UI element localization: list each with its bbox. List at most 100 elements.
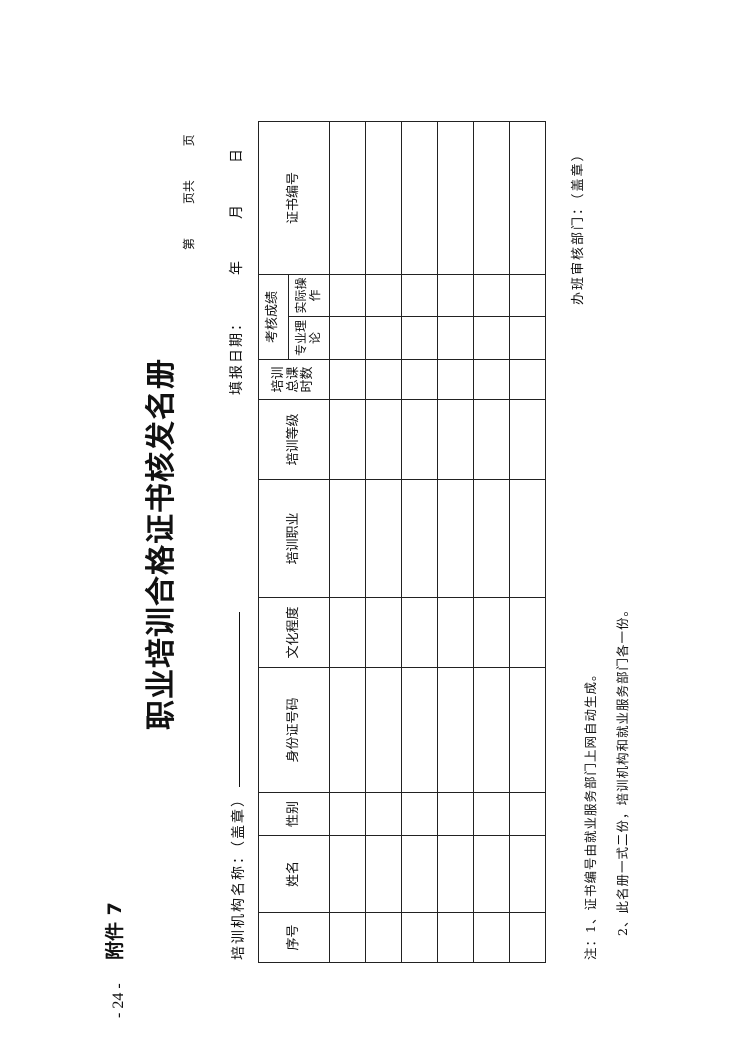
header-practice: 实际操作: [288, 274, 330, 317]
table-cell[interactable]: [365, 359, 402, 400]
table-cell[interactable]: [329, 121, 366, 275]
table-cell[interactable]: [329, 399, 366, 480]
table-cell[interactable]: [329, 274, 366, 317]
page-of: 第 页共 页: [182, 134, 196, 250]
table-cell[interactable]: [329, 597, 366, 668]
table-cell[interactable]: [473, 316, 510, 360]
roster-table: 序号 姓名 性别 身份证号码 文化程度 培训职业 培训等级 培训 总课 时数 考核成…: [258, 121, 546, 963]
table-cell[interactable]: [329, 479, 366, 598]
org-blank-line: [238, 612, 240, 787]
header-id-number: 身份证号码: [258, 667, 330, 793]
header-occupation: 培训职业: [258, 479, 330, 598]
table-cell[interactable]: [329, 835, 366, 913]
table-cell[interactable]: [329, 359, 366, 400]
table-cell[interactable]: [437, 597, 474, 668]
table-cell[interactable]: [365, 792, 402, 836]
table-row: [401, 121, 438, 963]
header-cert-number: 证书编号: [258, 121, 330, 275]
table-cell[interactable]: [365, 399, 402, 480]
table-row: [473, 121, 510, 963]
table-row: [365, 121, 402, 963]
table-cell[interactable]: [509, 597, 546, 668]
table-cell[interactable]: [329, 912, 366, 963]
table-cell[interactable]: [509, 316, 546, 360]
table-cell[interactable]: [437, 274, 474, 317]
header-exam-score: 考核成绩: [258, 274, 289, 360]
table-row: [509, 121, 546, 963]
table-cell[interactable]: [401, 359, 438, 400]
table-cell[interactable]: [509, 359, 546, 400]
table-cell[interactable]: [365, 912, 402, 963]
table-cell[interactable]: [437, 835, 474, 913]
table-cell[interactable]: [473, 912, 510, 963]
org-name-field: 培训机构名称：（盖章）: [228, 612, 248, 960]
note-2: 2、此名册一式二份，培训机构和就业服务部门各一份。: [615, 603, 630, 936]
table-cell[interactable]: [437, 359, 474, 400]
table-cell[interactable]: [509, 399, 546, 480]
table-cell[interactable]: [401, 667, 438, 793]
header-seq: 序号: [258, 912, 330, 963]
table-cell[interactable]: [329, 667, 366, 793]
table-cell[interactable]: [401, 274, 438, 317]
table-cell[interactable]: [401, 835, 438, 913]
month-label: 月: [229, 203, 245, 219]
table-cell[interactable]: [437, 667, 474, 793]
table-cell[interactable]: [365, 316, 402, 360]
table-cell[interactable]: [473, 667, 510, 793]
header-level: 培训等级: [258, 399, 330, 480]
table-cell[interactable]: [329, 792, 366, 836]
table-cell[interactable]: [365, 274, 402, 317]
table-cell[interactable]: [437, 316, 474, 360]
table-cell[interactable]: [473, 121, 510, 275]
table-cell[interactable]: [509, 912, 546, 963]
annex-label: 附件 7: [104, 902, 126, 960]
table-cell[interactable]: [329, 316, 366, 360]
table-cell[interactable]: [509, 792, 546, 836]
note-1: 注：1、证书编号由就业服务部门上网自动生成。: [583, 667, 598, 960]
page-title: 职业培训合格证书核发名册: [144, 358, 179, 730]
table-cell[interactable]: [473, 792, 510, 836]
table-cell[interactable]: [365, 121, 402, 275]
table-cell[interactable]: [509, 121, 546, 275]
table-cell[interactable]: [473, 274, 510, 317]
table-cell[interactable]: [473, 399, 510, 480]
table-cell[interactable]: [509, 835, 546, 913]
fill-date-label: 填报日期：: [229, 315, 245, 395]
table-cell[interactable]: [365, 835, 402, 913]
table-cell[interactable]: [509, 667, 546, 793]
table-row: [437, 121, 474, 963]
table-row: [329, 121, 366, 963]
org-label: 培训机构名称：（盖章）: [231, 791, 247, 960]
table-cell[interactable]: [473, 835, 510, 913]
table-cell[interactable]: [365, 479, 402, 598]
table-cell[interactable]: [401, 399, 438, 480]
header-hours: 培训 总课 时数: [258, 359, 330, 400]
table-cell[interactable]: [473, 479, 510, 598]
table-cell[interactable]: [437, 479, 474, 598]
table-cell[interactable]: [401, 912, 438, 963]
table-cell[interactable]: [437, 792, 474, 836]
year-label: 年: [229, 259, 245, 275]
table-cell[interactable]: [509, 479, 546, 598]
day-label: 日: [229, 147, 245, 163]
audit-dept-label: 办班审核部门：（盖章）: [571, 146, 586, 305]
table-cell[interactable]: [365, 667, 402, 793]
page-number: - 24 -: [110, 983, 127, 1018]
table-cell[interactable]: [437, 912, 474, 963]
fill-date: 填报日期： 年 月 日: [226, 147, 246, 395]
table-cell[interactable]: [365, 597, 402, 668]
header-education: 文化程度: [258, 597, 330, 668]
table-cell[interactable]: [401, 316, 438, 360]
table-cell[interactable]: [401, 792, 438, 836]
header-name: 姓名: [258, 835, 330, 913]
table-cell[interactable]: [473, 597, 510, 668]
table-cell[interactable]: [473, 359, 510, 400]
header-gender: 性别: [258, 792, 330, 836]
table-cell[interactable]: [437, 121, 474, 275]
table-cell[interactable]: [401, 597, 438, 668]
table-cell[interactable]: [401, 479, 438, 598]
table-cell[interactable]: [509, 274, 546, 317]
table-cell[interactable]: [401, 121, 438, 275]
table-cell[interactable]: [437, 399, 474, 480]
